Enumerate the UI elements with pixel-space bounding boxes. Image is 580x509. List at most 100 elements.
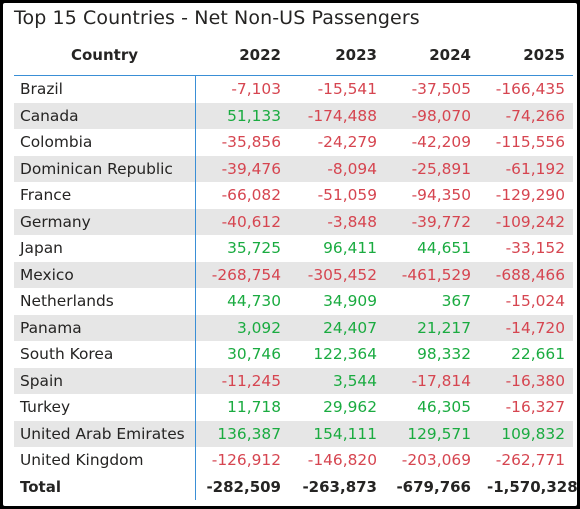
- value-cell: 51,133: [195, 102, 289, 129]
- value-cell: 3,092: [195, 314, 289, 341]
- country-cell: France: [14, 182, 196, 209]
- table-row[interactable]: Panama 3,092 24,407 21,217 -14,720: [14, 314, 573, 341]
- value-cell: 3,544: [289, 367, 385, 394]
- value-cell: 96,411: [323, 239, 377, 258]
- total-value: -263,873: [302, 477, 377, 496]
- value-cell: -33,152: [505, 239, 565, 258]
- value-cell: 22,661: [511, 345, 565, 364]
- value-cell: 35,725: [227, 239, 281, 258]
- value-cell: -25,891: [385, 155, 479, 182]
- value-cell: 98,332: [417, 345, 471, 364]
- table-row[interactable]: Japan 35,725 96,411 44,651 -33,152: [14, 235, 573, 262]
- table-row[interactable]: Colombia -35,856 -24,279 -42,209 -115,556: [14, 129, 573, 156]
- country-cell: Canada: [14, 102, 196, 129]
- value-cell: -203,069: [401, 451, 471, 470]
- value-cell: -51,059: [317, 186, 377, 205]
- header-2025[interactable]: 2025: [479, 39, 573, 76]
- value-cell: -109,242: [479, 208, 573, 235]
- value-cell: 21,217: [385, 314, 479, 341]
- table-row[interactable]: Dominican Republic -39,476 -8,094 -25,891 -6…: [14, 155, 573, 182]
- value-cell: -461,529: [385, 261, 479, 288]
- value-cell: 154,111: [289, 420, 385, 447]
- value-cell: 29,962: [323, 398, 377, 417]
- table-row[interactable]: United Kingdom -126,912 -146,820 -203,069 -2…: [14, 447, 573, 474]
- total-value: -679,766: [396, 477, 471, 496]
- value-cell: 122,364: [313, 345, 377, 364]
- value-cell: -115,556: [495, 133, 565, 152]
- value-cell: 46,305: [417, 398, 471, 417]
- header-country[interactable]: Country: [14, 39, 195, 76]
- total-row: Total -282,509 -263,873 -679,766 -1,570,328: [14, 473, 578, 500]
- table-row[interactable]: Turkey 11,718 29,962 46,305 -16,327: [14, 394, 573, 421]
- value-cell: -39,476: [195, 155, 289, 182]
- country-cell: Japan: [14, 235, 196, 262]
- total-value: -282,509: [206, 477, 281, 496]
- value-cell: 44,730: [227, 292, 281, 311]
- visual-container: Top 15 Countries - Net Non-US Passengers…: [3, 3, 578, 506]
- value-cell: -14,720: [479, 314, 573, 341]
- value-cell: -126,912: [211, 451, 281, 470]
- country-cell: Germany: [14, 208, 196, 235]
- value-cell: 30,746: [227, 345, 281, 364]
- value-cell: -268,754: [195, 261, 289, 288]
- table-row[interactable]: France -66,082 -51,059 -94,350 -129,290: [14, 182, 573, 209]
- country-cell: Turkey: [14, 394, 196, 421]
- value-cell: -74,266: [479, 102, 573, 129]
- value-cell: -305,452: [289, 261, 385, 288]
- value-cell: 109,832: [479, 420, 573, 447]
- total-label: Total: [14, 473, 196, 500]
- header-2024[interactable]: 2024: [385, 39, 479, 76]
- value-cell: -39,772: [385, 208, 479, 235]
- value-cell: -66,082: [221, 186, 281, 205]
- value-cell: 34,909: [323, 292, 377, 311]
- value-cell: -42,209: [411, 133, 471, 152]
- header-2023[interactable]: 2023: [289, 39, 385, 76]
- value-cell: -129,290: [495, 186, 565, 205]
- value-cell: -166,435: [495, 80, 565, 99]
- table-row[interactable]: Netherlands 44,730 34,909 367 -15,024: [14, 288, 573, 315]
- country-cell: South Korea: [14, 341, 196, 368]
- value-cell: 367: [441, 292, 471, 311]
- country-cell: Brazil: [14, 75, 196, 103]
- value-cell: -37,505: [411, 80, 471, 99]
- value-cell: 11,718: [227, 398, 281, 417]
- country-cell: Panama: [14, 314, 196, 341]
- value-cell: -61,192: [479, 155, 573, 182]
- value-cell: -688,466: [479, 261, 573, 288]
- country-cell: Spain: [14, 367, 196, 394]
- country-cell: United Kingdom: [14, 447, 196, 474]
- table-row[interactable]: Germany -40,612 -3,848 -39,772 -109,242: [14, 208, 573, 235]
- value-cell: 129,571: [385, 420, 479, 447]
- countries-table: Country 2022 2023 2024 2025 Brazil -7,103…: [14, 39, 578, 500]
- value-cell: -15,024: [505, 292, 565, 311]
- value-cell: -24,279: [317, 133, 377, 152]
- header-2022[interactable]: 2022: [195, 39, 289, 76]
- table-row[interactable]: South Korea 30,746 122,364 98,332 22,661: [14, 341, 573, 368]
- value-cell: 136,387: [195, 420, 289, 447]
- country-cell: Dominican Republic: [14, 155, 196, 182]
- value-cell: -16,380: [479, 367, 573, 394]
- table-row[interactable]: Canada 51,133 -174,488 -98,070 -74,266: [14, 102, 573, 129]
- value-cell: -98,070: [385, 102, 479, 129]
- country-cell: United Arab Emirates: [14, 420, 196, 447]
- total-value: -1,570,328: [487, 477, 578, 496]
- table-row[interactable]: United Arab Emirates 136,387 154,111 129,57…: [14, 420, 573, 447]
- value-cell: 24,407: [289, 314, 385, 341]
- table-body: Brazil -7,103 -15,541 -37,505 -166,435 Canada…: [14, 75, 578, 500]
- value-cell: -16,327: [505, 398, 565, 417]
- table-title: Top 15 Countries - Net Non-US Passengers: [14, 7, 420, 29]
- value-cell: -11,245: [195, 367, 289, 394]
- header-row: Country 2022 2023 2024 2025: [14, 39, 573, 76]
- value-cell: -94,350: [411, 186, 471, 205]
- country-cell: Mexico: [14, 261, 196, 288]
- country-cell: Colombia: [14, 129, 196, 156]
- value-cell: -7,103: [231, 80, 281, 99]
- value-cell: -8,094: [289, 155, 385, 182]
- value-cell: -174,488: [289, 102, 385, 129]
- value-cell: -146,820: [307, 451, 377, 470]
- table-row[interactable]: Brazil -7,103 -15,541 -37,505 -166,435: [14, 75, 573, 103]
- value-cell: -17,814: [385, 367, 479, 394]
- table-row[interactable]: Spain -11,245 3,544 -17,814 -16,380: [14, 367, 573, 394]
- table-row[interactable]: Mexico -268,754 -305,452 -461,529 -688,466: [14, 261, 573, 288]
- value-cell: -3,848: [289, 208, 385, 235]
